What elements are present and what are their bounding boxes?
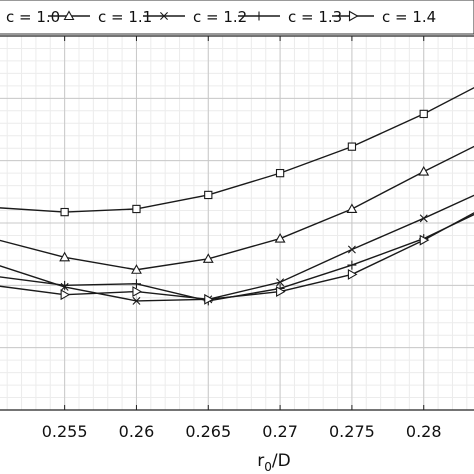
point-marker-x (132, 296, 141, 305)
point-marker-x (419, 214, 428, 223)
series-1 (0, 86, 474, 217)
point-marker-triangle (202, 253, 214, 263)
point-marker-triangle-right (419, 234, 430, 246)
x-tick-label: 0.28 (406, 422, 442, 441)
x-tick-label: 0.255 (42, 422, 88, 441)
point-marker-triangle-right (347, 268, 358, 280)
legend-label: c = 1.4 (382, 8, 436, 26)
x-tick-label: 0.265 (185, 422, 231, 441)
legend-entry: c = 1.0 (6, 8, 60, 26)
legend-entry: c = 1.4 (332, 8, 436, 26)
point-marker-square (275, 168, 285, 178)
x-axis-label: r0/D (257, 451, 290, 474)
point-marker-triangle-right (204, 293, 214, 305)
point-marker-x (347, 245, 356, 254)
legend-entry: c = 1.2 (143, 8, 247, 26)
series-line (0, 194, 474, 302)
legend-label: c = 1.0 (6, 8, 60, 26)
point-marker-triangle-right (348, 10, 359, 22)
series-line (0, 213, 474, 302)
point-marker-triangle-right (60, 289, 71, 301)
point-marker-triangle (63, 10, 75, 21)
point-marker-triangle-right (132, 286, 143, 298)
point-marker-x (276, 278, 285, 287)
point-marker-triangle (59, 251, 71, 262)
legend-label: c = 1.2 (193, 8, 247, 26)
series-line (0, 145, 474, 271)
x-tick-label: 0.275 (329, 422, 375, 441)
point-marker-square (60, 207, 69, 217)
point-marker-triangle (131, 264, 142, 274)
legend-label: c = 1.3 (288, 8, 342, 26)
point-marker-triangle (346, 203, 358, 214)
point-marker-plus (60, 280, 70, 290)
legend: c = 1.0 c = 1.1 c = 1.2 c = 1.3 c = 1.4 (0, 0, 474, 35)
legend-entry: c = 1.3 (238, 8, 342, 26)
series-lines (0, 86, 474, 306)
point-marker-plus (131, 279, 141, 289)
point-marker-triangle-right (276, 286, 286, 298)
grid (0, 35, 474, 411)
axes (0, 35, 474, 411)
point-marker-plus (347, 260, 357, 270)
legend-label: c = 1.1 (98, 8, 152, 26)
point-marker-square (419, 109, 428, 119)
x-tick-label: 0.27 (262, 422, 298, 441)
x-tick-label: 0.26 (119, 422, 155, 441)
point-marker-square (347, 142, 357, 151)
series-line (0, 86, 474, 213)
series-2 (0, 145, 474, 274)
point-marker-plus (254, 11, 264, 21)
series-5 (0, 212, 474, 305)
point-marker-square (204, 190, 213, 200)
point-marker-x (160, 12, 168, 20)
point-marker-square (132, 204, 141, 214)
series-line (0, 212, 474, 301)
legend-box (0, 0, 474, 35)
legend-entry: c = 1.1 (48, 8, 152, 26)
point-marker-triangle (274, 232, 286, 243)
point-marker-triangle (418, 165, 430, 176)
